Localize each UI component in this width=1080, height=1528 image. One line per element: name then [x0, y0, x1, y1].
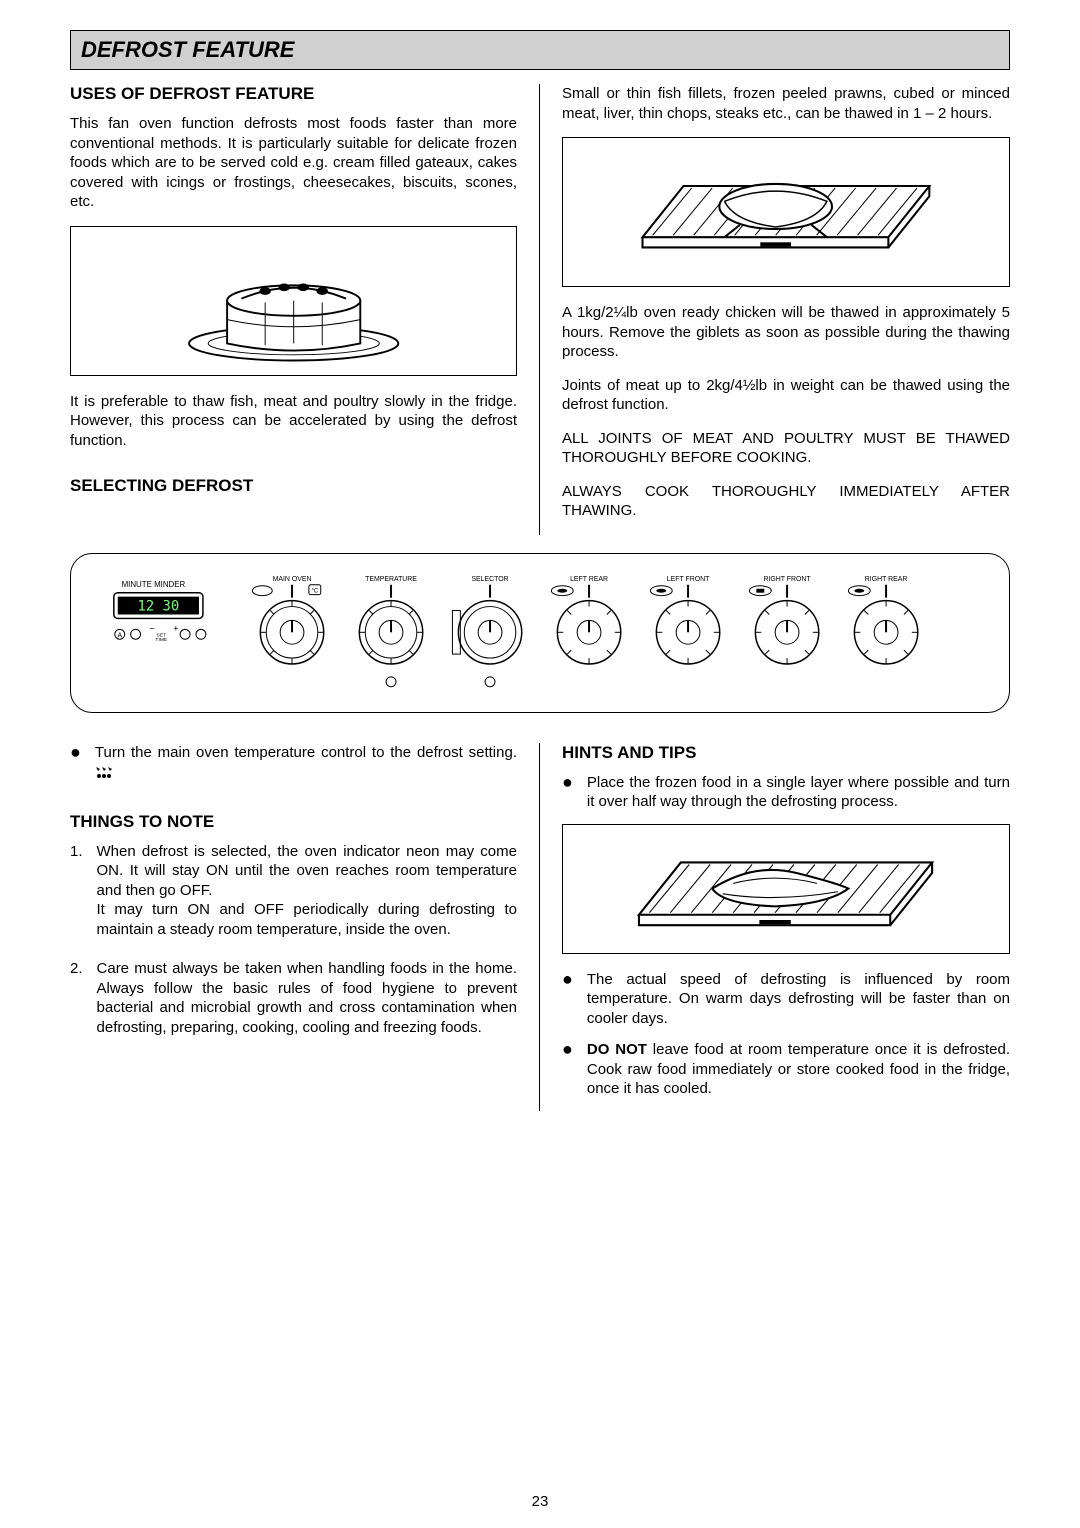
lower-left-col: ● Turn the main oven temperature control…	[70, 743, 540, 1111]
svg-text:LEFT REAR: LEFT REAR	[571, 576, 609, 583]
cake-illustration	[70, 226, 517, 376]
upper-left-col: USES OF DEFROST FEATURE This fan oven fu…	[70, 84, 540, 535]
things-heading: THINGS TO NOTE	[70, 812, 517, 832]
svg-text:RIGHT REAR: RIGHT REAR	[865, 576, 908, 583]
section-title: DEFROST FEATURE	[70, 30, 1010, 70]
things-list: 1. When defrost is selected, the oven in…	[70, 842, 517, 1038]
upper-right-col: Small or thin fish fillets, frozen peele…	[540, 84, 1010, 535]
page-number: 23	[532, 1493, 549, 1510]
things-item-1: 1. When defrost is selected, the oven in…	[70, 842, 517, 940]
right-p4: ALL JOINTS OF MEAT AND POULTRY MUST BE T…	[562, 429, 1010, 468]
svg-text:−: −	[150, 624, 155, 634]
uses-heading: USES OF DEFROST FEATURE	[70, 84, 517, 104]
tray2-svg	[618, 831, 953, 946]
list-number-1: 1.	[70, 842, 83, 940]
turn-control-list: ● Turn the main oven temperature control…	[70, 743, 517, 782]
defrost-icon	[95, 765, 113, 779]
right-p1: Small or thin fish fillets, frozen peele…	[562, 84, 1010, 123]
right-p2: A 1kg/2¼lb oven ready chicken will be th…	[562, 303, 1010, 362]
svg-text:+: +	[174, 624, 179, 634]
svg-text:A: A	[118, 632, 123, 639]
hints-list-2: ● The actual speed of defrosting is infl…	[562, 970, 1010, 1099]
turn-control-text: Turn the main oven temperature control t…	[95, 744, 517, 761]
svg-text:TEMPERATURE: TEMPERATURE	[366, 576, 418, 583]
hint-3-bold: DO NOT	[587, 1041, 647, 1058]
hints-heading: HINTS AND TIPS	[562, 743, 1010, 763]
bullet-icon: ●	[562, 773, 573, 812]
panel-svg: MINUTE MINDER 12 30 A − SET TIME + MAIN …	[94, 563, 985, 702]
cake-svg	[151, 234, 436, 367]
tray-illustration-1	[562, 137, 1010, 287]
hint-3: ● DO NOT leave food at room temperature …	[562, 1040, 1010, 1099]
svg-text:°C: °C	[312, 589, 319, 595]
svg-text:MAIN OVEN: MAIN OVEN	[273, 576, 312, 583]
list-number-2: 2.	[70, 959, 83, 1037]
bullet-icon: ●	[70, 743, 81, 782]
hint-2: ● The actual speed of defrosting is infl…	[562, 970, 1010, 1029]
tray-illustration-2	[562, 824, 1010, 954]
hint-3-rest: leave food at room temperature once it i…	[587, 1041, 1010, 1097]
control-panel-illustration: MINUTE MINDER 12 30 A − SET TIME + MAIN …	[70, 553, 1010, 713]
lower-right-col: HINTS AND TIPS ● Place the frozen food i…	[540, 743, 1010, 1111]
tray1-svg	[622, 145, 950, 278]
right-p5: ALWAYS COOK THOROUGHLY IMMEDIATELY AFTER…	[562, 482, 1010, 521]
bullet-icon: ●	[562, 970, 573, 1029]
svg-text:SELECTOR: SELECTOR	[472, 576, 509, 583]
things-text-2: Care must always be taken when handling …	[97, 959, 517, 1037]
upper-columns: USES OF DEFROST FEATURE This fan oven fu…	[70, 84, 1010, 535]
hint-1-text: Place the frozen food in a single layer …	[587, 773, 1010, 812]
svg-text:LEFT FRONT: LEFT FRONT	[667, 576, 710, 583]
selecting-heading: SELECTING DEFROST	[70, 476, 517, 496]
svg-text:RIGHT FRONT: RIGHT FRONT	[764, 576, 812, 583]
bullet-icon: ●	[562, 1040, 573, 1099]
hint-2-text: The actual speed of defrosting is influe…	[587, 970, 1010, 1029]
svg-text:MINUTE MINDER: MINUTE MINDER	[122, 580, 186, 589]
hint-1: ● Place the frozen food in a single laye…	[562, 773, 1010, 812]
uses-p2: It is preferable to thaw fish, meat and …	[70, 392, 517, 451]
svg-text:TIME: TIME	[156, 637, 169, 643]
things-text-1: When defrost is selected, the oven indic…	[97, 842, 517, 940]
uses-p1: This fan oven function defrosts most foo…	[70, 114, 517, 212]
hints-list: ● Place the frozen food in a single laye…	[562, 773, 1010, 812]
right-p3: Joints of meat up to 2kg/4½lb in weight …	[562, 376, 1010, 415]
turn-control-item: ● Turn the main oven temperature control…	[70, 743, 517, 782]
svg-text:12 30: 12 30	[138, 599, 180, 615]
things-item-2: 2. Care must always be taken when handli…	[70, 959, 517, 1037]
lower-columns: ● Turn the main oven temperature control…	[70, 743, 1010, 1111]
